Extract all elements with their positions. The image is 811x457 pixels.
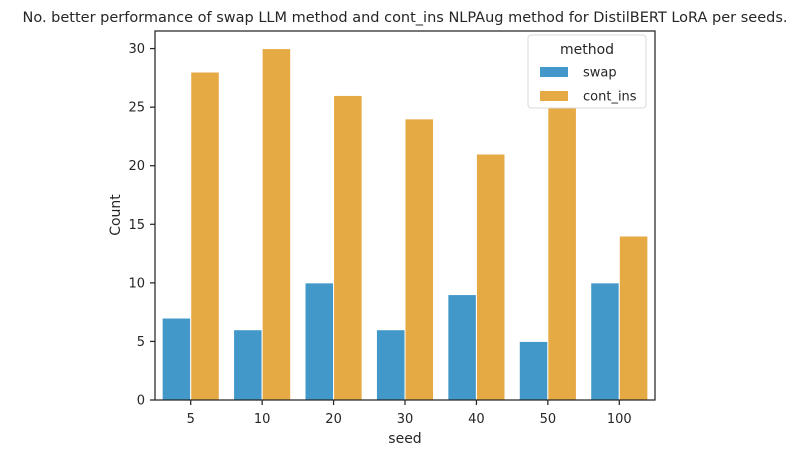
bar-cont_ins-20	[333, 94, 363, 401]
x-tick-label: 100	[607, 412, 632, 427]
legend-swatch-cont_ins	[540, 91, 568, 101]
chart-title: No. better performance of swap LLM metho…	[22, 10, 787, 26]
x-tick-label: 20	[325, 412, 342, 427]
x-tick-label: 10	[254, 412, 271, 427]
bar-cont_ins-50	[547, 106, 577, 401]
legend-label-cont_ins: cont_ins	[583, 90, 637, 105]
x-tick-label: 5	[187, 412, 195, 427]
bar-swap-30	[375, 329, 406, 401]
bar-swap-50	[518, 340, 549, 401]
legend-title: method	[560, 42, 614, 58]
bar-swap-20	[304, 282, 335, 401]
bar-cont_ins-40	[475, 153, 506, 401]
x-axis-label: seed	[388, 431, 421, 447]
x-tick-label: 50	[540, 412, 557, 427]
y-axis: 0 5 10 15 20 25 30	[128, 42, 155, 409]
x-axis: 5 10 20 30 40 50 100	[187, 400, 632, 427]
bar-swap-10	[233, 329, 263, 401]
y-tick-label: 10	[128, 276, 145, 291]
y-tick-label: 5	[137, 335, 145, 350]
y-tick-label: 30	[128, 42, 145, 57]
y-axis-label: Count	[108, 194, 124, 236]
bar-cont_ins-30	[404, 118, 435, 401]
y-tick-label: 0	[137, 394, 145, 409]
bar-swap-5	[161, 317, 192, 401]
bar-cont_ins-10	[261, 48, 292, 401]
bar-cont_ins-100	[618, 235, 649, 401]
legend: method swap cont_ins	[527, 34, 647, 109]
legend-swatch-swap	[540, 67, 568, 77]
bar-swap-100	[590, 282, 620, 401]
legend-label-swap: swap	[583, 66, 617, 81]
y-tick-label: 15	[128, 218, 145, 233]
bar-cont_ins-5	[190, 71, 220, 401]
y-tick-label: 20	[128, 159, 145, 174]
legend-frame	[527, 34, 647, 109]
x-tick-label: 30	[397, 412, 414, 427]
x-tick-label: 40	[468, 412, 485, 427]
bar-swap-40	[447, 294, 477, 401]
y-tick-label: 25	[128, 101, 145, 116]
